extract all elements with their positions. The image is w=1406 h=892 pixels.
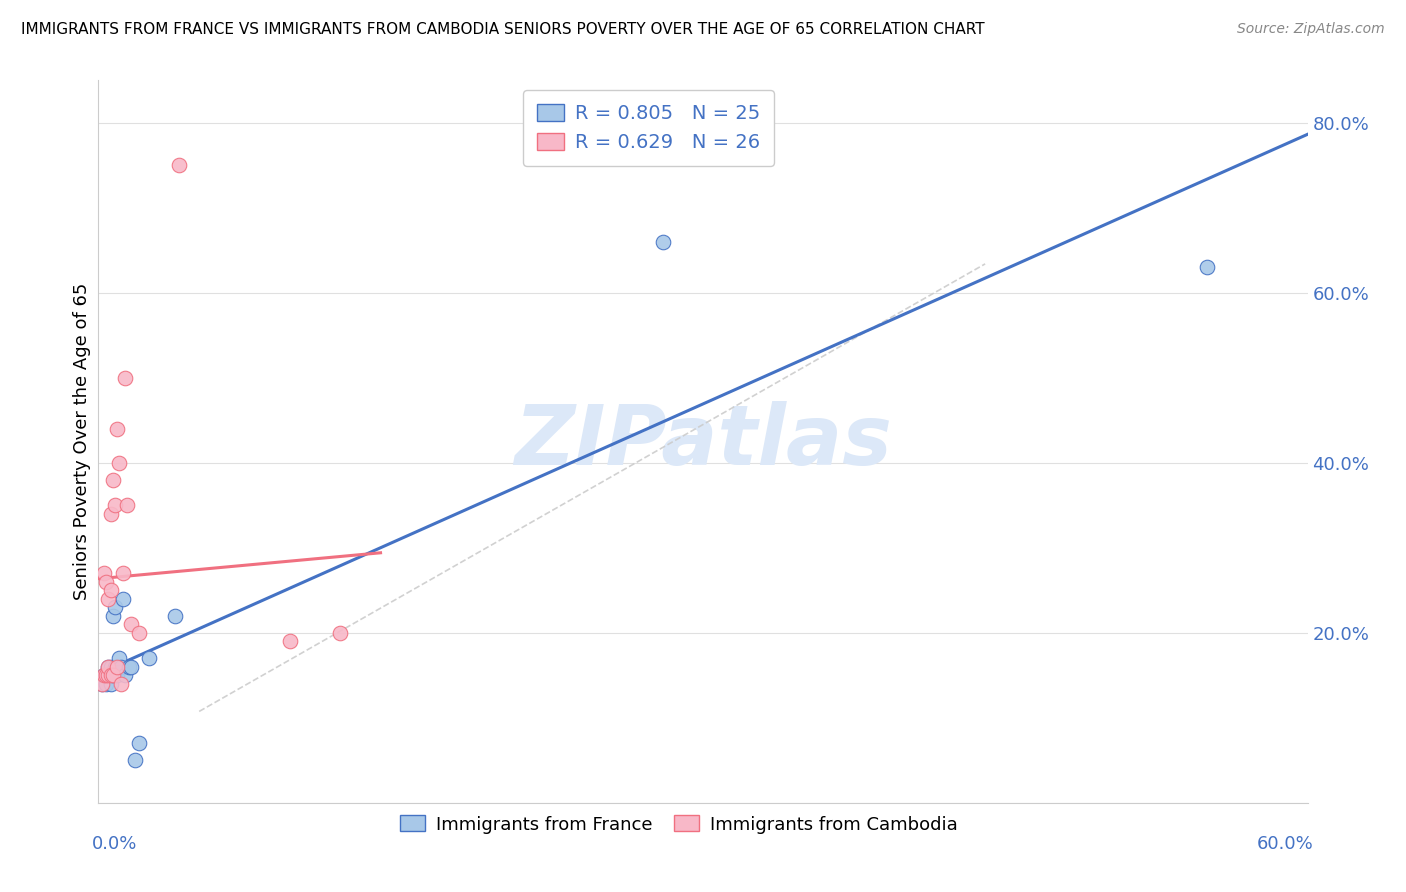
Point bbox=[101, 668, 124, 682]
Point bbox=[103, 600, 125, 615]
Point bbox=[93, 668, 115, 682]
Point bbox=[103, 498, 125, 512]
Point bbox=[97, 660, 120, 674]
Point bbox=[93, 668, 115, 682]
Point bbox=[651, 235, 673, 249]
Point bbox=[100, 507, 122, 521]
Point bbox=[103, 660, 125, 674]
Point bbox=[115, 498, 138, 512]
Point bbox=[329, 625, 352, 640]
Point bbox=[124, 753, 146, 767]
Text: Source: ZipAtlas.com: Source: ZipAtlas.com bbox=[1237, 22, 1385, 37]
Point bbox=[100, 677, 122, 691]
Point bbox=[128, 736, 150, 750]
Point bbox=[97, 668, 120, 682]
Point bbox=[101, 668, 124, 682]
Point bbox=[96, 677, 118, 691]
Point bbox=[114, 668, 136, 682]
Point bbox=[97, 660, 120, 674]
Point bbox=[93, 566, 115, 581]
Point bbox=[120, 617, 142, 632]
Point bbox=[1195, 260, 1218, 275]
Point bbox=[278, 634, 301, 648]
Point bbox=[100, 660, 122, 674]
Point bbox=[128, 625, 150, 640]
Point bbox=[105, 660, 128, 674]
Legend: Immigrants from France, Immigrants from Cambodia: Immigrants from France, Immigrants from … bbox=[392, 808, 965, 841]
Point bbox=[100, 668, 122, 682]
Point bbox=[91, 677, 114, 691]
Point bbox=[114, 371, 136, 385]
Point bbox=[96, 574, 118, 589]
Point bbox=[107, 456, 129, 470]
Point bbox=[167, 158, 190, 172]
Text: ZIPatlas: ZIPatlas bbox=[515, 401, 891, 482]
Point bbox=[101, 473, 124, 487]
Text: 0.0%: 0.0% bbox=[93, 835, 138, 854]
Point bbox=[101, 608, 124, 623]
Point bbox=[100, 583, 122, 598]
Point bbox=[91, 677, 114, 691]
Point bbox=[163, 608, 186, 623]
Point bbox=[120, 660, 142, 674]
Point bbox=[111, 566, 134, 581]
Point bbox=[138, 651, 160, 665]
Point bbox=[105, 668, 128, 682]
Point bbox=[118, 660, 141, 674]
Point bbox=[105, 422, 128, 436]
Point bbox=[96, 668, 118, 682]
Text: IMMIGRANTS FROM FRANCE VS IMMIGRANTS FROM CAMBODIA SENIORS POVERTY OVER THE AGE : IMMIGRANTS FROM FRANCE VS IMMIGRANTS FRO… bbox=[21, 22, 984, 37]
Point bbox=[107, 651, 129, 665]
Point bbox=[97, 668, 120, 682]
Point bbox=[110, 660, 132, 674]
Text: 60.0%: 60.0% bbox=[1257, 835, 1313, 854]
Point bbox=[97, 591, 120, 606]
Point bbox=[105, 660, 128, 674]
Point bbox=[111, 591, 134, 606]
Y-axis label: Seniors Poverty Over the Age of 65: Seniors Poverty Over the Age of 65 bbox=[73, 283, 91, 600]
Point bbox=[110, 677, 132, 691]
